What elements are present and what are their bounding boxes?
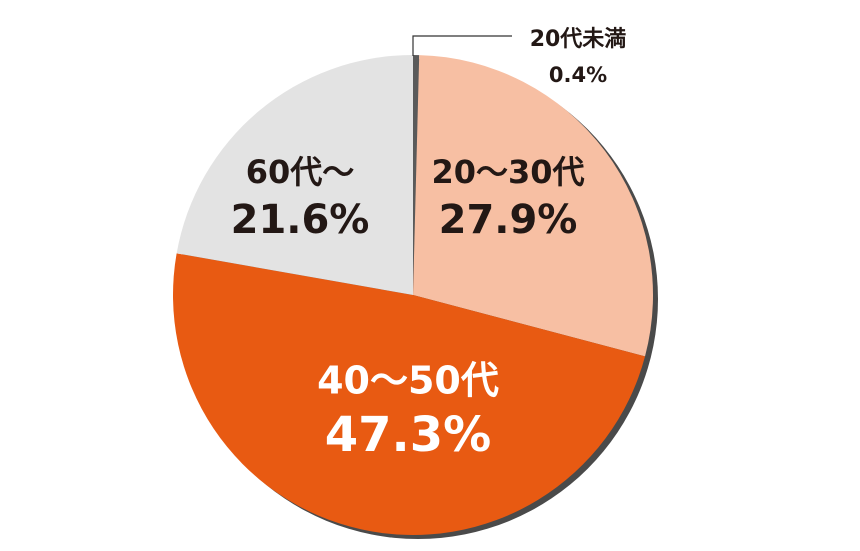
pie-slice [413, 55, 653, 357]
slice-value: 47.3% [325, 407, 492, 463]
slice-value: 0.4% [549, 63, 607, 87]
slice-value: 27.9% [439, 197, 578, 243]
slice-value: 21.6% [231, 197, 370, 243]
slice-name: 20代未満 [530, 26, 627, 52]
leader-line [412, 35, 512, 56]
slice-name: 20〜30代 [431, 153, 584, 191]
pie-slice [413, 55, 420, 295]
pie-slice [176, 55, 413, 295]
slice-name: 60代〜 [246, 153, 355, 191]
slice-name: 40〜50代 [317, 359, 499, 403]
pie [172, 55, 653, 535]
pie-slice [172, 253, 646, 535]
